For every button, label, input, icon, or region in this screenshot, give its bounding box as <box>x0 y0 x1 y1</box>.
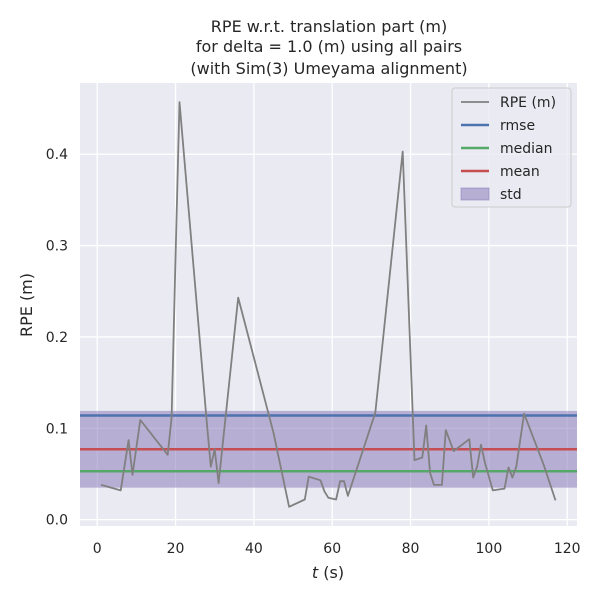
x-tick-label: 100 <box>476 541 503 557</box>
title-line-1: RPE w.r.t. translation part (m) <box>211 17 447 36</box>
legend-label: std <box>500 187 522 203</box>
y-tick-label: 0.1 <box>46 421 68 437</box>
x-tick-label: 80 <box>402 541 420 557</box>
y-tick-label: 0.2 <box>46 330 68 346</box>
legend-frame <box>451 87 572 208</box>
legend-swatch-std <box>460 187 490 201</box>
legend-label: RPE (m) <box>500 95 556 111</box>
x-axis-label: t (s) <box>312 563 344 582</box>
x-tick-labels: 0 20 40 60 80 100 120 <box>93 541 581 557</box>
x-tick-label: 20 <box>167 541 185 557</box>
rpe-series-line <box>100 101 557 508</box>
y-tick-label: 0.0 <box>46 513 68 529</box>
x-tick-label: 40 <box>245 541 263 557</box>
legend-label: rmse <box>500 118 535 134</box>
y-tick-labels: 0.0 0.1 0.2 0.3 0.4 <box>46 147 68 528</box>
x-axis-label-unit: (s) <box>318 563 344 582</box>
rpe-series-layer <box>100 101 557 508</box>
x-tick-label: 120 <box>554 541 581 557</box>
legend-label: mean <box>500 164 540 180</box>
x-tick-label: 0 <box>93 541 102 557</box>
y-tick-label: 0.4 <box>46 147 68 163</box>
title-line-3: (with Sim(3) Umeyama alignment) <box>190 59 467 78</box>
x-axis-label-var: t <box>312 563 319 582</box>
legend: RPE (m) rmse median mean std <box>451 87 572 208</box>
y-axis-label: RPE (m) <box>17 273 36 337</box>
y-tick-label: 0.3 <box>46 239 68 255</box>
title-line-2: for delta = 1.0 (m) using all pairs <box>196 37 462 56</box>
legend-label: median <box>500 141 552 157</box>
x-tick-label: 60 <box>323 541 341 557</box>
chart-title: RPE w.r.t. translation part (m) for delt… <box>190 17 467 78</box>
